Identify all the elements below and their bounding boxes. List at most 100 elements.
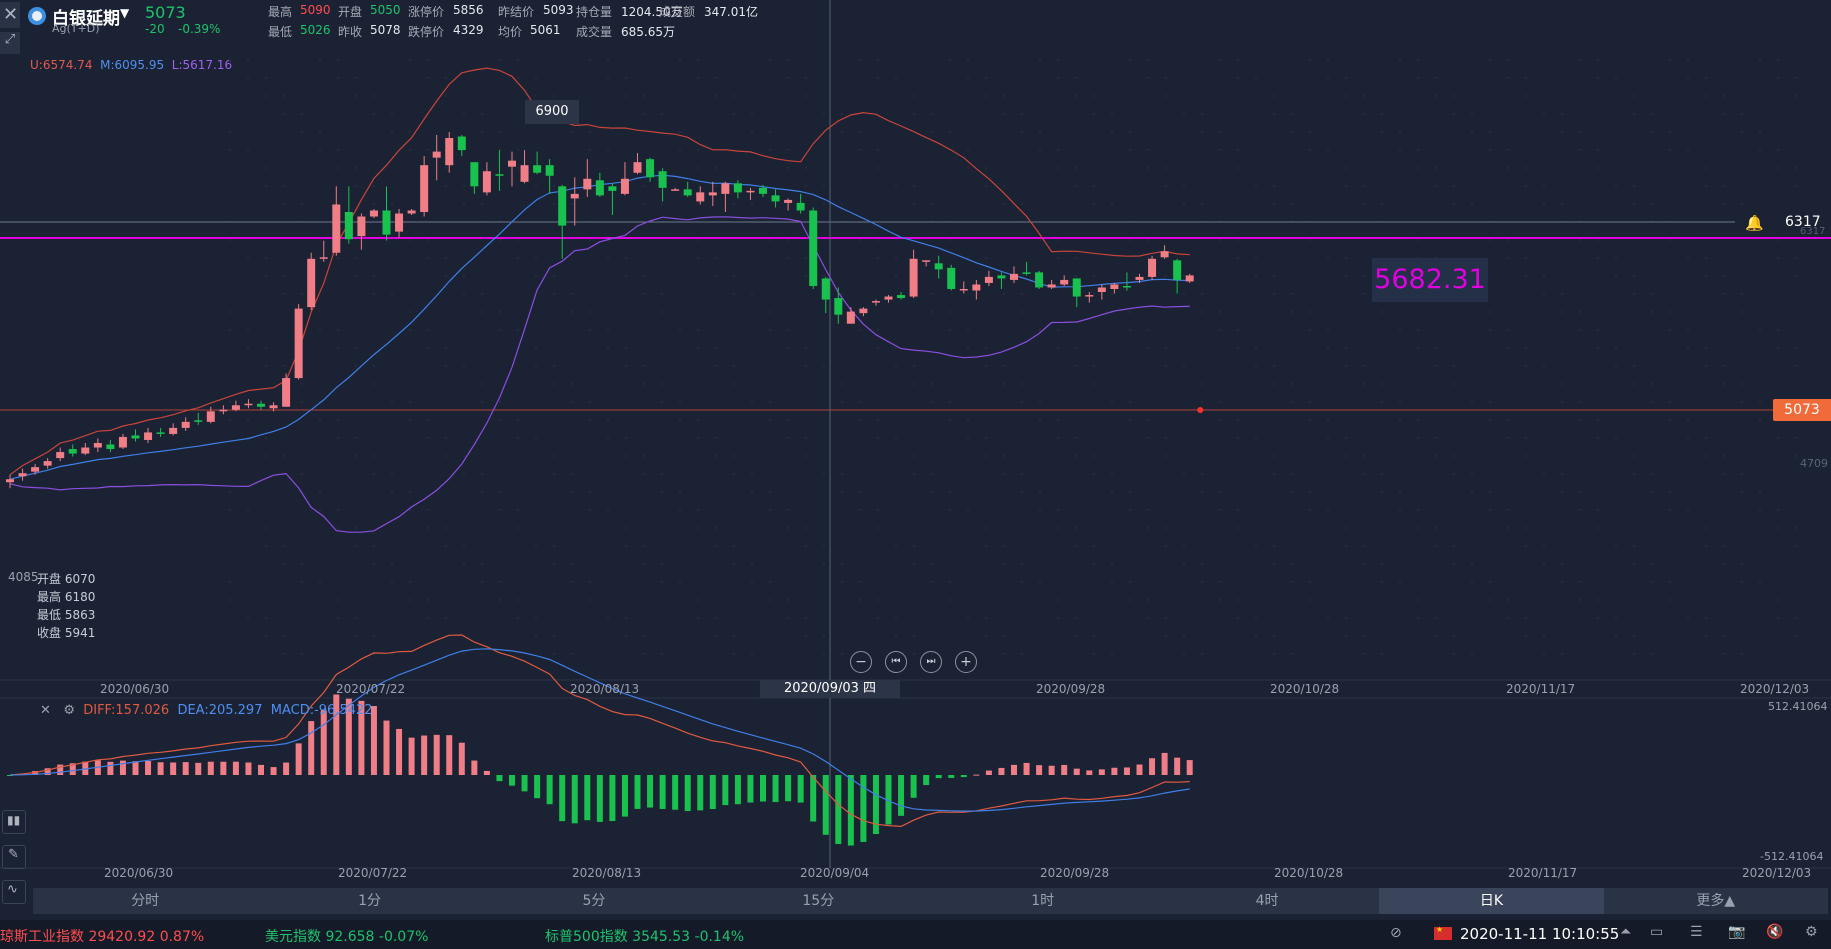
candle-body[interactable] <box>984 276 993 283</box>
candle-body[interactable] <box>947 267 956 289</box>
candle-body[interactable] <box>43 461 52 466</box>
candle-body[interactable] <box>746 190 755 193</box>
candle-body[interactable] <box>106 444 115 450</box>
candle-body[interactable] <box>934 263 943 270</box>
candle-body[interactable] <box>93 442 102 448</box>
candle-body[interactable] <box>156 432 165 434</box>
candle-body[interactable] <box>1047 284 1056 288</box>
ticker-item[interactable]: 标普500指数 3545.53 -0.14% <box>545 929 745 945</box>
candle-body[interactable] <box>344 211 353 240</box>
candle-body[interactable] <box>332 204 341 253</box>
symbol-name[interactable]: 白银延期 <box>52 9 120 29</box>
indicator-button[interactable]: ∿ <box>2 880 26 904</box>
candle-body[interactable] <box>733 183 742 193</box>
candle-body[interactable] <box>18 473 27 477</box>
candle-body[interactable] <box>583 178 592 190</box>
candle-body[interactable] <box>231 405 240 410</box>
candle-body[interactable] <box>420 165 429 212</box>
candle-body[interactable] <box>6 479 14 483</box>
candle-body[interactable] <box>1160 251 1169 258</box>
list-icon[interactable]: ☰ <box>1690 924 1703 940</box>
scroll-left-button[interactable]: ⏮ <box>885 651 907 673</box>
candle-body[interactable] <box>1085 295 1094 297</box>
candle-body[interactable] <box>457 136 466 151</box>
candle-body[interactable] <box>784 199 793 203</box>
candle-body[interactable] <box>533 165 542 173</box>
candle-body[interactable] <box>56 452 65 459</box>
candle-body[interactable] <box>68 449 77 454</box>
timeframe-tab[interactable]: 1分 <box>358 893 382 909</box>
candle-body[interactable] <box>884 296 893 300</box>
timeframe-tab[interactable]: 日K <box>1379 888 1604 914</box>
candle-body[interactable] <box>169 427 178 434</box>
candle-body[interactable] <box>871 301 880 303</box>
candle-body[interactable] <box>31 467 40 472</box>
ticker-item[interactable]: 美元指数 92.658 -0.07% <box>265 929 429 945</box>
timeframe-tab[interactable]: 5分 <box>582 893 606 909</box>
candle-body[interactable] <box>959 288 968 291</box>
minimize-icon[interactable]: ⏶ <box>1620 924 1632 940</box>
candle-body[interactable] <box>897 295 906 299</box>
candle-body[interactable] <box>1022 272 1031 274</box>
candle-body[interactable] <box>1010 273 1018 280</box>
camera-icon[interactable]: 📷 <box>1728 924 1746 940</box>
candle-body[interactable] <box>595 180 604 196</box>
candle-style-button[interactable]: ▮▮ <box>2 810 26 834</box>
candle-body[interactable] <box>357 216 366 237</box>
candle-body[interactable] <box>796 202 805 211</box>
candle-body[interactable] <box>194 420 203 422</box>
ticker-item[interactable]: 琼斯工业指数 29420.92 0.87% <box>0 929 205 945</box>
candle-body[interactable] <box>809 210 818 286</box>
symbol-dropdown-icon[interactable]: ▼ <box>120 6 130 20</box>
candle-body[interactable] <box>608 186 617 191</box>
candle-body[interactable] <box>131 435 140 439</box>
candle-body[interactable] <box>1072 278 1081 297</box>
candle-body[interactable] <box>407 210 416 214</box>
candle-body[interactable] <box>909 258 918 297</box>
candle-body[interactable] <box>620 178 629 194</box>
candle-body[interactable] <box>1135 276 1144 280</box>
candle-body[interactable] <box>1173 260 1182 280</box>
candle-body[interactable] <box>633 162 642 173</box>
candlesticks[interactable] <box>6 131 1204 489</box>
mute-icon[interactable]: 🔇 <box>1766 924 1784 940</box>
close-panel-button[interactable]: ✕ <box>0 2 20 28</box>
candle-body[interactable] <box>257 403 265 407</box>
candle-body[interactable] <box>144 432 153 440</box>
candle-body[interactable] <box>181 421 190 428</box>
timeframe-tab[interactable]: 1时 <box>1031 893 1055 909</box>
candle-body[interactable] <box>859 308 868 314</box>
scroll-right-button[interactable]: ⏭ <box>920 651 942 673</box>
candle-body[interactable] <box>1148 258 1157 277</box>
candle-body[interactable] <box>520 165 529 182</box>
kline-chart[interactable] <box>0 0 1831 888</box>
candle-body[interactable] <box>646 159 655 178</box>
candle-body[interactable] <box>759 187 767 194</box>
zoom-out-button[interactable]: − <box>850 651 872 673</box>
candle-body[interactable] <box>1110 284 1119 289</box>
candle-body[interactable] <box>671 189 680 191</box>
candle-body[interactable] <box>470 162 479 187</box>
candle-body[interactable] <box>269 405 278 409</box>
alert-price-tag[interactable]: 🔔 6317 <box>1735 212 1831 234</box>
settings-gear-icon[interactable]: ⚙ <box>1805 924 1818 940</box>
candle-body[interactable] <box>771 195 780 202</box>
candle-body[interactable] <box>558 186 567 226</box>
candle-body[interactable] <box>1035 272 1044 288</box>
candle-body[interactable] <box>972 284 981 291</box>
candle-body[interactable] <box>319 257 328 259</box>
candle-body[interactable] <box>118 436 127 448</box>
candle-body[interactable] <box>658 171 667 188</box>
candle-body[interactable] <box>834 298 843 315</box>
candle-body[interactable] <box>482 171 491 193</box>
timeframe-tab[interactable]: 分时 <box>131 893 160 909</box>
timeframe-tab[interactable]: 4时 <box>1255 893 1279 909</box>
candle-body[interactable] <box>1097 287 1106 293</box>
candle-body[interactable] <box>922 260 931 262</box>
candle-body[interactable] <box>721 183 730 194</box>
candle-body[interactable] <box>432 151 441 158</box>
candle-body[interactable] <box>570 193 579 199</box>
candle-body[interactable] <box>997 275 1006 279</box>
no-signal-icon[interactable]: ⊘ <box>1390 925 1402 941</box>
candle-body[interactable] <box>846 311 855 324</box>
